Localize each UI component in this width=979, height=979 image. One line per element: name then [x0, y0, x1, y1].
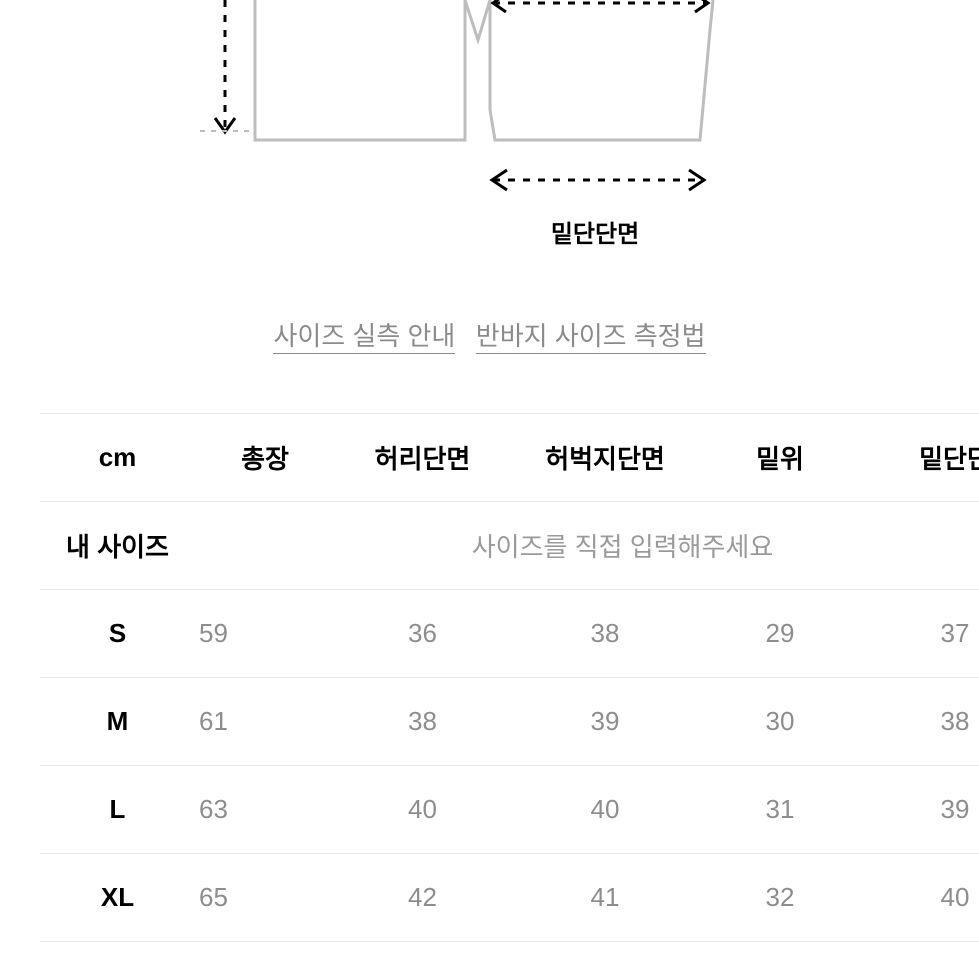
table-row: M 61 38 39 30 38	[40, 678, 979, 766]
size-table-header-row: cm 총장 허리단면 허벅지단면 밑위 밑단단	[40, 414, 979, 502]
size-value: 63	[195, 766, 335, 854]
col-header: 밑위	[700, 414, 860, 502]
size-label: XL	[40, 854, 195, 942]
size-value: 38	[860, 678, 979, 766]
size-value: 31	[700, 766, 860, 854]
hem-width-label: 밑단단면	[551, 214, 639, 249]
size-value: 42	[335, 854, 510, 942]
col-header: 밑단단	[860, 414, 979, 502]
shorts-diagram: 밑단단면	[0, 0, 979, 270]
size-value: 38	[510, 590, 700, 678]
size-value: 40	[510, 766, 700, 854]
size-actual-guide-link[interactable]: 사이즈 실측 안내	[273, 321, 455, 354]
size-guide-links: 사이즈 실측 안내 반바지 사이즈 측정법	[0, 316, 979, 353]
size-value: 40	[860, 854, 979, 942]
size-value: 61	[195, 678, 335, 766]
table-row: S 59 36 38 29 37	[40, 590, 979, 678]
shorts-outline-svg	[0, 0, 979, 270]
size-value: 40	[335, 766, 510, 854]
size-value: 36	[335, 590, 510, 678]
size-value: 29	[700, 590, 860, 678]
size-table: cm 총장 허리단면 허벅지단면 밑위 밑단단 내 사이즈 사이즈를 직접 입력…	[40, 413, 979, 942]
size-value: 38	[335, 678, 510, 766]
size-label: S	[40, 590, 195, 678]
col-header: 허벅지단면	[510, 414, 700, 502]
pants-measure-guide-link[interactable]: 반바지 사이즈 측정법	[476, 321, 706, 354]
col-header: 총장	[195, 414, 335, 502]
col-header: 허리단면	[335, 414, 510, 502]
size-value: 39	[860, 766, 979, 854]
size-value: 39	[510, 678, 700, 766]
size-value: 32	[700, 854, 860, 942]
table-row: L 63 40 40 31 39	[40, 766, 979, 854]
size-label: L	[40, 766, 195, 854]
size-value: 30	[700, 678, 860, 766]
size-value: 59	[195, 590, 335, 678]
size-value: 41	[510, 854, 700, 942]
unit-header: cm	[40, 414, 195, 502]
size-label: M	[40, 678, 195, 766]
size-value: 65	[195, 854, 335, 942]
size-table-wrap: cm 총장 허리단면 허벅지단면 밑위 밑단단 내 사이즈 사이즈를 직접 입력…	[0, 413, 979, 942]
my-size-label: 내 사이즈	[40, 502, 195, 590]
my-size-prompt[interactable]: 사이즈를 직접 입력해주세요	[195, 502, 979, 590]
my-size-row[interactable]: 내 사이즈 사이즈를 직접 입력해주세요	[40, 502, 979, 590]
size-value: 37	[860, 590, 979, 678]
table-row: XL 65 42 41 32 40	[40, 854, 979, 942]
